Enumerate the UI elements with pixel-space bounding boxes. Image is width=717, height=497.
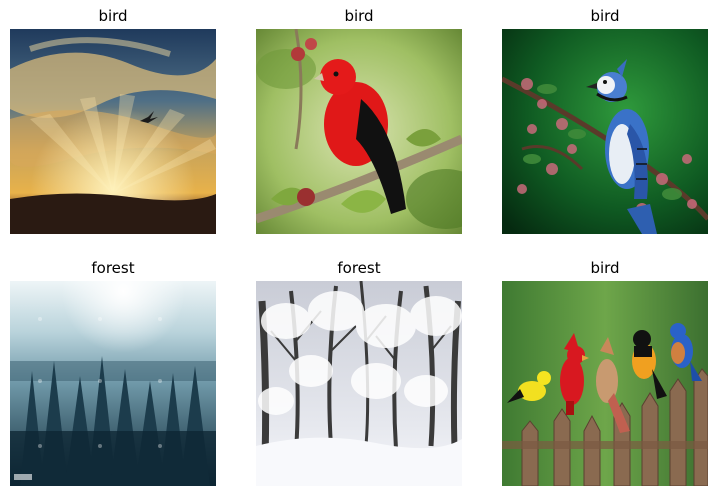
foggy-forest-image: [10, 281, 216, 486]
panel-title: forest: [91, 259, 135, 277]
blue-jay-image: [502, 29, 708, 234]
panel-title: bird: [344, 7, 374, 25]
panel-title: bird: [590, 259, 620, 277]
snowy-forest-image: [256, 281, 462, 486]
birds-on-fence-image: [502, 281, 708, 486]
sunset-bird-image: [10, 29, 216, 234]
panel-title: bird: [98, 7, 128, 25]
panel-title: bird: [590, 7, 620, 25]
panel-title: forest: [337, 259, 381, 277]
red-bird-image: [256, 29, 462, 234]
